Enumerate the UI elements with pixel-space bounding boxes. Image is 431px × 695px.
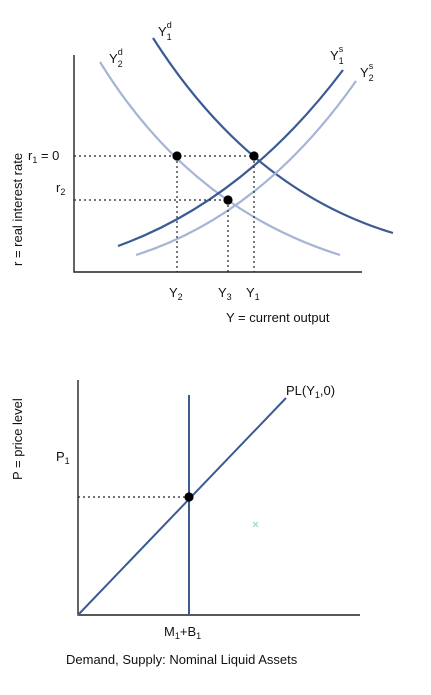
r2-label: r2	[56, 180, 65, 197]
y1d-curve-label: Y1d	[158, 20, 172, 42]
bottom-y-axis-label: P = price level	[10, 398, 25, 480]
top-x-axis-label: Y = current output	[226, 310, 330, 325]
equilibrium-point-y3	[223, 195, 233, 205]
top-axes	[73, 55, 362, 273]
y2-supply-curve	[135, 80, 357, 257]
pl-line	[77, 397, 287, 616]
y2d-curve-label: Y2d	[109, 47, 123, 69]
top-diagram: r = real interest rate r1 = 0 r2 Y2 Y3 Y…	[10, 20, 394, 325]
y2s-curve-label: Y2s	[360, 61, 374, 83]
p1-label: P1	[56, 449, 70, 466]
y1-tick-label: Y1	[246, 285, 260, 302]
pl-line-label: PL(Y1,0)	[286, 383, 335, 400]
bottom-x-axis-label: Demand, Supply: Nominal Liquid Assets	[66, 652, 298, 667]
y3-tick-label: Y3	[218, 285, 232, 302]
bottom-axes	[77, 380, 360, 616]
y1s-curve-label: Y1s	[330, 44, 344, 66]
bottom-diagram: P = price level P1 PL(Y1,0) M1+B1 Demand…	[10, 380, 360, 667]
y1-demand-curve	[152, 37, 394, 235]
y1-supply-curve	[117, 69, 344, 248]
y2-tick-label: Y2	[169, 285, 183, 302]
cross-marker	[252, 521, 259, 528]
top-y-axis-label: r = real interest rate	[10, 153, 25, 266]
equilibrium-point-y2	[172, 151, 182, 161]
r1-label: r1 = 0	[28, 148, 59, 165]
supply-tick-label: M1+B1	[164, 624, 201, 641]
y2-demand-curve	[99, 61, 341, 257]
equilibrium-point-p1	[184, 492, 194, 502]
equilibrium-point-y1	[249, 151, 259, 161]
